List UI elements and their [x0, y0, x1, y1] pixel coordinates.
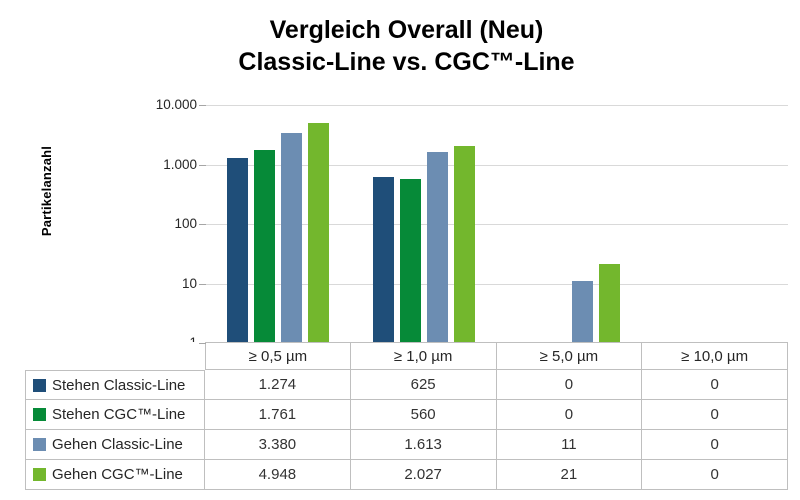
legend-swatch	[33, 468, 46, 481]
bar-stehen-classic-line-cat1	[372, 176, 394, 343]
bar-stehen-cgc-line-cat0	[253, 149, 275, 343]
table-header-cell: ≥ 10,0 µm	[642, 342, 788, 370]
y-tick-label: 100	[174, 216, 197, 231]
chart-title-line-2: Classic-Line vs. CGC™-Line	[238, 48, 575, 76]
value-cell: 21	[496, 460, 643, 490]
y-tick-mark	[199, 105, 206, 106]
table-row: Gehen Classic-Line 3.380 1.613 11 0	[25, 430, 788, 460]
y-tick-label: 10	[181, 275, 197, 291]
table-header-cell: ≥ 5,0 µm	[496, 342, 643, 370]
bar-gehen-classic-line-cat0	[280, 133, 302, 343]
legend-swatch	[33, 378, 46, 392]
gridline	[205, 105, 788, 106]
value-cell: 1.274	[205, 370, 351, 400]
value-cell: 0	[642, 370, 788, 400]
value-cell: 0	[642, 460, 788, 490]
value-cell: 625	[350, 370, 497, 400]
legend-swatch	[33, 438, 46, 451]
y-tick-mark	[199, 343, 206, 344]
table-header-row: ≥ 0,5 µm ≥ 1,0 µm ≥ 5,0 µm ≥ 10,0 µm	[25, 342, 788, 370]
value-cell: 0	[642, 430, 788, 460]
gridline	[205, 164, 788, 166]
legend-swatch	[33, 408, 46, 421]
legend-label: Gehen Classic-Line	[52, 436, 183, 453]
legend-label: Stehen Classic-Line	[52, 376, 186, 394]
bar-gehen-cgc-line-cat1	[453, 146, 475, 343]
legend-label: Stehen CGC™-Line	[52, 406, 186, 423]
y-tick-mark	[199, 164, 206, 166]
value-cell: 0	[496, 370, 643, 400]
value-cell: 0	[642, 400, 788, 430]
legend-cell: Gehen CGC™-Line	[25, 460, 205, 490]
table-header-cell: ≥ 0,5 µm	[205, 342, 351, 370]
value-cell: 560	[350, 400, 497, 430]
value-cell: 4.948	[205, 460, 351, 490]
value-cell: 0	[496, 400, 643, 430]
value-cell: 1.613	[350, 430, 497, 460]
chart-title-line-1: Vergleich Overall (Neu)	[269, 16, 544, 44]
table-row: Stehen Classic-Line 1.274 625 0 0	[25, 370, 788, 400]
y-tick-mark	[199, 283, 206, 285]
value-cell: 2.027	[350, 460, 497, 490]
gridline	[205, 283, 788, 285]
legend-cell: Gehen Classic-Line	[25, 430, 205, 460]
bar-gehen-cgc-line-cat2	[599, 264, 621, 343]
plot-area	[205, 105, 788, 343]
table-row: Gehen CGC™-Line 4.948 2.027 21 0	[25, 460, 788, 490]
legend-cell: Stehen Classic-Line	[25, 370, 205, 400]
value-cell: 3.380	[205, 430, 351, 460]
bar-stehen-cgc-line-cat1	[399, 179, 421, 343]
y-axis-title: Partikelanzahl	[39, 145, 54, 237]
bar-gehen-classic-line-cat1	[426, 152, 448, 343]
y-tick-mark	[199, 224, 206, 225]
y-tick-label: 1.000	[163, 156, 197, 172]
legend-cell: Stehen CGC™-Line	[25, 400, 205, 430]
table-corner-spacer	[25, 342, 205, 370]
table-row: Stehen CGC™-Line 1.761 560 0 0	[25, 400, 788, 430]
value-cell: 11	[496, 430, 643, 460]
table-header-cell: ≥ 1,0 µm	[350, 342, 497, 370]
bar-gehen-classic-line-cat2	[572, 281, 594, 343]
gridline	[205, 224, 788, 225]
value-cell: 1.761	[205, 400, 351, 430]
data-table: ≥ 0,5 µm ≥ 1,0 µm ≥ 5,0 µm ≥ 10,0 µm Stehen …	[25, 342, 788, 490]
bar-gehen-cgc-line-cat0	[307, 123, 329, 343]
y-tick-label: 10.000	[155, 97, 197, 112]
chart-title: Vergleich Overall (Neu) Classic-Line vs.…	[25, 14, 788, 78]
bar-stehen-classic-line-cat0	[226, 158, 248, 343]
legend-label: Gehen CGC™-Line	[52, 466, 183, 483]
